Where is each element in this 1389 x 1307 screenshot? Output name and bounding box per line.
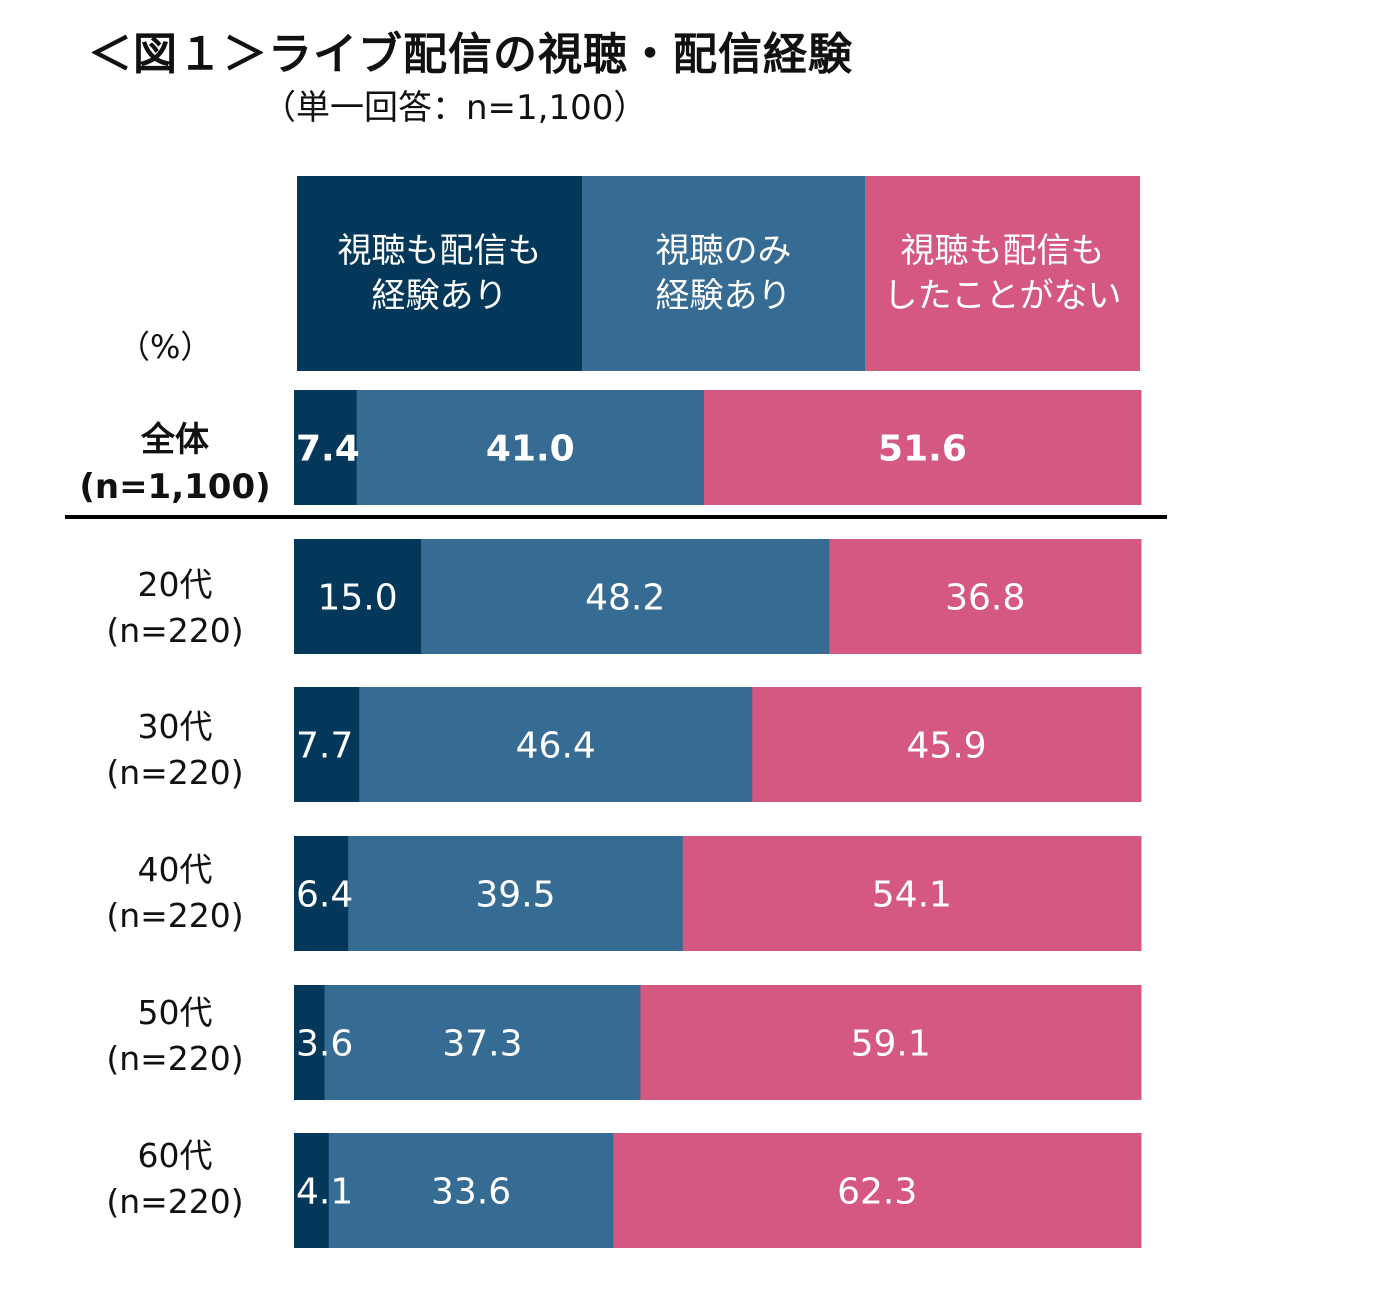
legend-none: 視聴も配信も したことがない (865, 176, 1140, 371)
legend-view-only-line2: 経験あり (655, 275, 792, 316)
row-label-total: 全体 (n=1,100) (40, 417, 310, 511)
bar-seg-both-row4 (294, 985, 325, 1100)
row-label-40s-n: (n=220) (106, 895, 244, 935)
bar-label-both-row4: 3.6 (296, 1024, 353, 1065)
bar-seg-none-row0 (703, 390, 1142, 505)
row-label-30s: 30代 (n=220) (40, 704, 310, 795)
bar-seg-both-row0 (294, 390, 358, 505)
legend-none-line1: 視聴も配信も (900, 230, 1105, 271)
bar-label-none-row4: 59.1 (851, 1024, 931, 1065)
row-label-50s: 50代 (n=220) (40, 990, 310, 1081)
bar-seg-none-row2 (752, 687, 1142, 802)
bar-label-none-row3: 54.1 (872, 875, 952, 916)
bar-seg-view-only-row1 (421, 539, 830, 654)
bar-label-view-only-row3: 39.5 (475, 875, 555, 916)
bar-label-view-only-row4: 37.3 (442, 1024, 522, 1065)
legend-view-only: 視聴のみ 経験あり (582, 176, 865, 371)
bar-label-view-only-row1: 48.2 (585, 578, 665, 619)
row-label-60s-name: 60代 (137, 1136, 213, 1175)
bar-label-both-row5: 4.1 (296, 1172, 353, 1213)
row-label-40s: 40代 (n=220) (40, 847, 310, 938)
row-label-total-name: 全体 (141, 420, 209, 460)
bar-label-none-row0: 51.6 (878, 429, 967, 470)
bar-label-view-only-row5: 33.6 (431, 1172, 511, 1213)
legend-both-line2: 経験あり (371, 275, 508, 316)
bar-label-both-row1: 15.0 (317, 578, 397, 619)
bar-seg-view-only-row0 (356, 390, 705, 505)
row-label-30s-name: 30代 (137, 707, 213, 746)
bar-label-view-only-row2: 46.4 (516, 726, 596, 767)
row-label-60s-n: (n=220) (106, 1181, 244, 1221)
bar-label-none-row2: 45.9 (907, 726, 987, 767)
total-divider (65, 515, 1167, 519)
bar-label-none-row5: 62.3 (837, 1172, 917, 1213)
bar-seg-none-row3 (682, 836, 1142, 951)
row-label-40s-name: 40代 (137, 850, 213, 889)
bar-label-both-row2: 7.7 (296, 726, 353, 767)
bar-seg-both-row3 (294, 836, 349, 951)
bar-label-view-only-row0: 41.0 (486, 429, 575, 470)
bar-seg-both-row1 (294, 539, 422, 654)
bar-seg-none-row5 (613, 1133, 1142, 1248)
legend-both-line1: 視聴も配信も (337, 230, 542, 271)
unit-label: （%） (118, 328, 213, 366)
row-label-60s: 60代 (n=220) (40, 1133, 310, 1224)
bar-seg-view-only-row4 (324, 985, 641, 1100)
bar-label-none-row1: 36.8 (945, 578, 1025, 619)
row-label-50s-n: (n=220) (106, 1038, 244, 1078)
row-label-20s: 20代 (n=220) (40, 562, 310, 653)
bar-label-both-row3: 6.4 (296, 875, 353, 916)
bar-seg-view-only-row5 (328, 1133, 614, 1248)
legend-view-only-line1: 視聴のみ (655, 230, 792, 271)
chart-subtitle: （単一回答：n=1,100） (262, 88, 648, 128)
row-label-30s-n: (n=220) (106, 752, 244, 792)
row-label-total-n: (n=1,100) (79, 466, 271, 507)
bar-seg-view-only-row2 (359, 687, 753, 802)
row-label-20s-name: 20代 (137, 565, 213, 604)
bar-seg-none-row1 (829, 539, 1142, 654)
row-label-50s-name: 50代 (137, 993, 213, 1032)
bar-seg-both-row2 (294, 687, 360, 802)
chart-title: ＜図１＞ライブ配信の視聴・配信経験 (88, 29, 853, 80)
bar-label-both-row0: 7.4 (296, 429, 360, 470)
bar-seg-none-row4 (640, 985, 1142, 1100)
legend-none-line2: したことがない (883, 275, 1122, 316)
bar-seg-view-only-row3 (348, 836, 684, 951)
legend-both: 視聴も配信も 経験あり (297, 176, 582, 371)
bar-seg-both-row5 (294, 1133, 330, 1248)
row-label-20s-n: (n=220) (106, 610, 244, 650)
